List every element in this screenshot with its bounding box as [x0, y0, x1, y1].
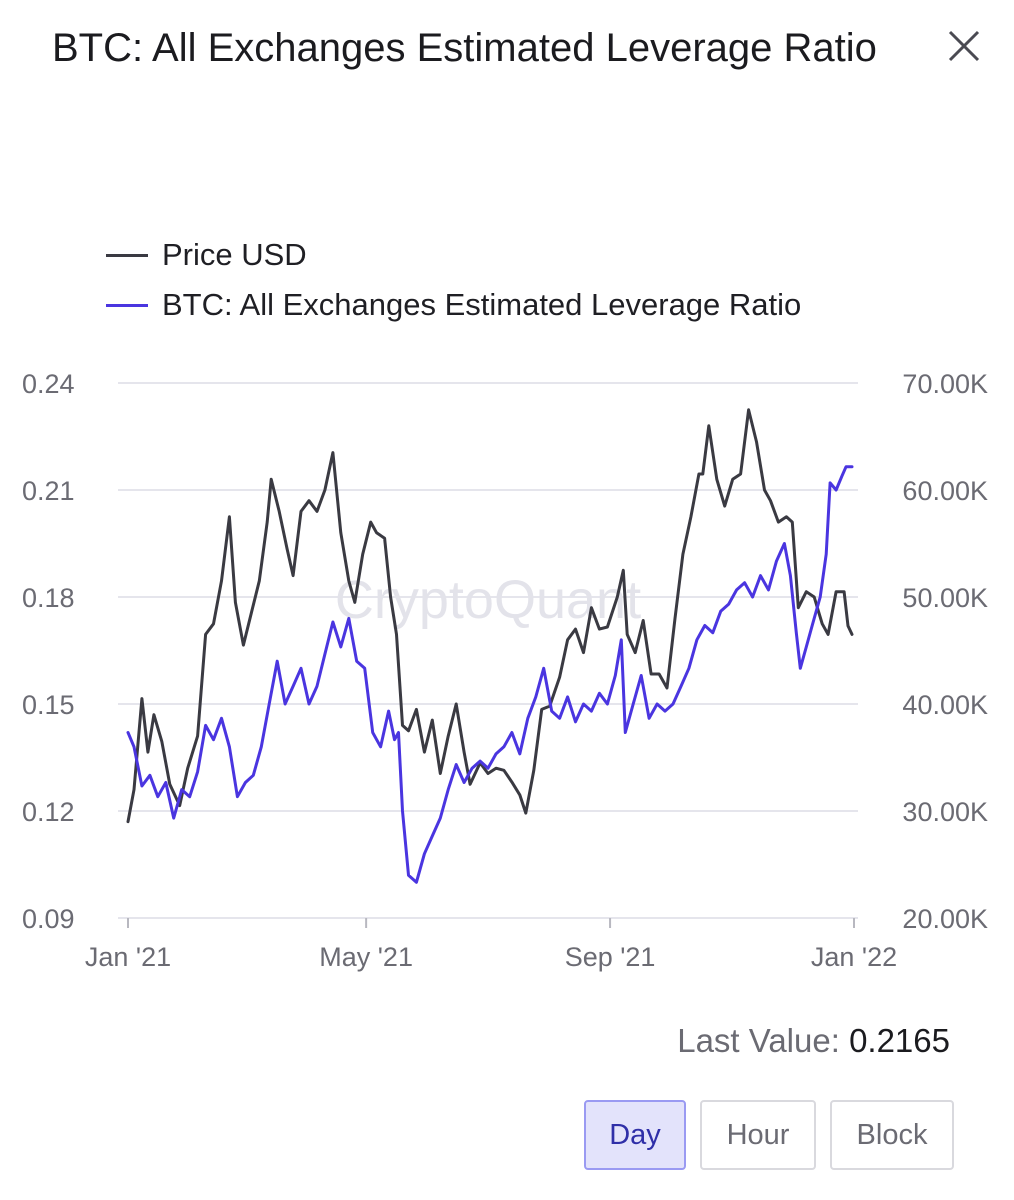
- legend-swatch-leverage: [106, 303, 148, 307]
- hour-button[interactable]: Hour: [700, 1100, 816, 1170]
- price-usd-line: [126, 408, 854, 824]
- y-left-tick-label: 0.15: [22, 690, 75, 720]
- grid-lines: [118, 382, 858, 919]
- y-right-tick-label: 60.00K: [902, 476, 988, 506]
- y-left-tick-label: 0.24: [22, 369, 75, 399]
- chart-legend: Price USD BTC: All Exchanges Estimated L…: [106, 230, 801, 330]
- y-left-tick-label: 0.12: [22, 797, 75, 827]
- leverage-ratio-line: [126, 465, 854, 884]
- last-value-label: Last Value:: [677, 1022, 840, 1059]
- y-right-tick-label: 30.00K: [902, 797, 988, 827]
- interval-selector: Day Hour Block: [584, 1100, 954, 1170]
- x-tick-label: May '21: [319, 942, 413, 972]
- legend-label-leverage: BTC: All Exchanges Estimated Leverage Ra…: [162, 287, 802, 322]
- legend-swatch-price: [106, 253, 148, 257]
- y-left-tick-label: 0.18: [22, 583, 75, 613]
- last-value: Last Value: 0.2165: [677, 1022, 950, 1060]
- x-tick-label: Jan '21: [85, 942, 171, 972]
- y-right-tick-label: 70.00K: [902, 369, 988, 399]
- day-button[interactable]: Day: [584, 1100, 686, 1170]
- series-layer: [126, 408, 854, 884]
- y-right-tick-label: 40.00K: [902, 690, 988, 720]
- page-title: BTC: All Exchanges Estimated Leverage Ra…: [52, 26, 877, 70]
- legend-item-leverage[interactable]: BTC: All Exchanges Estimated Leverage Ra…: [106, 280, 801, 330]
- y-axis-right: 70.00K 60.00K 50.00K 40.00K 30.00K 20.00K: [902, 369, 988, 934]
- y-left-tick-label: 0.09: [22, 904, 75, 934]
- y-right-tick-label: 20.00K: [902, 904, 988, 934]
- legend-label-price: Price USD: [162, 237, 307, 272]
- last-value-number: 0.2165: [849, 1022, 950, 1059]
- legend-item-price[interactable]: Price USD: [106, 230, 801, 280]
- block-button[interactable]: Block: [830, 1100, 954, 1170]
- y-left-tick-label: 0.21: [22, 476, 75, 506]
- x-tick-label: Sep '21: [565, 942, 656, 972]
- x-axis: Jan '21 May '21 Sep '21 Jan '22: [85, 918, 897, 972]
- leverage-price-chart: CryptoQuant 0.240.210.180.150.120.09 70.…: [22, 369, 988, 972]
- x-tick-label: Jan '22: [811, 942, 897, 972]
- close-icon[interactable]: [944, 26, 984, 66]
- y-axis-left: 0.24 0.21 0.18 0.15 0.12 0.09: [22, 369, 75, 934]
- y-right-tick-label: 50.00K: [902, 583, 988, 613]
